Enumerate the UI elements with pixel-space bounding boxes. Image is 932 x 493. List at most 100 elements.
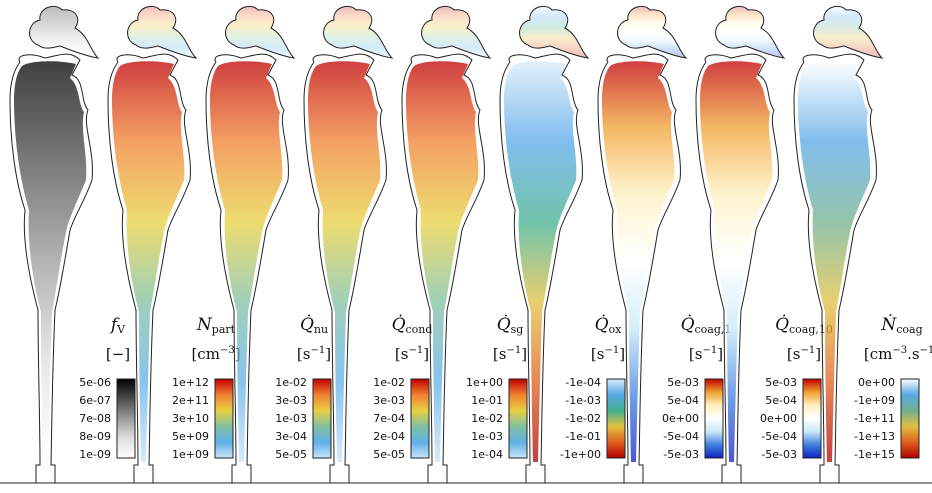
- colorbar-tick-label: -1e+15: [854, 448, 895, 461]
- subscript: coag: [896, 323, 922, 336]
- symbol: Q̇: [392, 314, 406, 334]
- flame-field: [700, 61, 773, 462]
- colorbar-tick-label: -5e-04: [663, 430, 699, 443]
- colorbar-tick-label: -1e+00: [560, 448, 601, 461]
- colorbar-tick-label: -1e-04: [565, 376, 601, 389]
- chamber-field: [519, 6, 588, 58]
- chamber-field: [421, 6, 490, 58]
- colorbar-tick-label: 2e-04: [373, 430, 405, 443]
- colorbar: [704, 378, 724, 459]
- colorbar-tick-label: 5e-05: [275, 448, 307, 461]
- unit-text: ]: [423, 345, 429, 363]
- colorbar-tick-label: 1e+12: [172, 376, 209, 389]
- colorbar-tick-label: 2e+11: [172, 394, 209, 407]
- chamber-field: [127, 6, 196, 58]
- chamber-outline: [617, 5, 688, 59]
- colorbar-tick-label: 1e-02: [471, 412, 503, 425]
- chamber-field: [617, 6, 686, 58]
- colorbar-tick-label: 6e-07: [79, 394, 111, 407]
- colorbar-tick-label: 1e-02: [373, 376, 405, 389]
- panel: Q̇coag,10[s−1]5e-035e-040e+00-5e-04-5e-0…: [695, 5, 833, 483]
- colorbar-tick-label: 5e-05: [373, 448, 405, 461]
- colorbar-tick-label: -5e-03: [761, 448, 797, 461]
- quantity-label: Q̇coag,1: [681, 314, 732, 336]
- subscript: nu: [314, 323, 328, 336]
- colorbar: [900, 378, 920, 459]
- unit-label: [s−1]: [689, 345, 723, 364]
- subscript: part: [212, 323, 236, 336]
- chamber-outline: [813, 5, 884, 59]
- chamber-outline: [127, 5, 198, 59]
- colorbar-tick-label: 1e+09: [172, 448, 209, 461]
- quantity-label: Npart: [196, 315, 236, 337]
- colorbar-tick-label: 3e-04: [275, 430, 307, 443]
- unit-label: [cm−3]: [191, 345, 240, 364]
- colorbar: [312, 378, 332, 459]
- quantity-label: fV: [109, 315, 126, 337]
- colorbar-tick-label: -1e+11: [854, 412, 895, 425]
- colorbar: [214, 378, 234, 459]
- colorbar-tick-label: -1e-02: [565, 412, 601, 425]
- quantity-label: Ṅcoag: [880, 314, 922, 337]
- unit-sup: −1: [604, 345, 619, 356]
- unit-sup: −1: [310, 345, 325, 356]
- symbol: Q̇: [497, 314, 511, 334]
- flame-field: [504, 61, 577, 462]
- unit-text: [cm: [864, 345, 892, 363]
- unit-text: ]: [717, 345, 723, 363]
- colorbar-tick-label: 3e-03: [373, 394, 405, 407]
- subscript: coag,1: [695, 323, 732, 336]
- burner-outline: [597, 53, 681, 483]
- flame-field: [406, 61, 479, 462]
- colorbar: [508, 378, 528, 459]
- symbol: Q̇: [300, 314, 314, 334]
- symbol: Q̇: [681, 314, 695, 334]
- flame-field: [602, 61, 675, 462]
- unit-label: [cm−3.s−1]: [864, 345, 932, 364]
- chamber-outline: [715, 5, 786, 59]
- burner-outline: [499, 53, 583, 483]
- colorbar: [116, 378, 136, 459]
- chamber-field: [29, 6, 99, 58]
- chamber-field: [225, 6, 294, 58]
- unit-text: [s: [395, 345, 409, 363]
- unit-text: [s: [493, 345, 507, 363]
- unit-text: ]: [619, 345, 625, 363]
- quantity-label: Q̇nu: [300, 314, 328, 336]
- colorbar-tick-label: 3e+10: [172, 412, 209, 425]
- symbol: Ṅ: [880, 314, 897, 335]
- unit-text: [s: [689, 345, 703, 363]
- burner-outline: [9, 53, 93, 483]
- panel: Q̇ox[s−1]-1e-04-1e-03-1e-02-1e-01-1e+00: [499, 5, 626, 483]
- unit-label: [s−1]: [591, 345, 625, 364]
- colorbar-tick-label: 1e-04: [471, 448, 503, 461]
- panel: fV [−] 5e-06 6e-07 7e-08 8e-09 1e-09: [9, 5, 136, 483]
- unit-text: .s: [907, 345, 919, 363]
- unit-text: [s: [591, 345, 605, 363]
- colorbar-tick-label: 1e-01: [471, 394, 503, 407]
- colorbar-tick-label: 0e+00: [662, 412, 699, 425]
- burner-outline: [107, 53, 191, 483]
- chamber-outline: [323, 5, 394, 59]
- unit-sup: −1: [408, 345, 423, 356]
- symbol: Q̇: [595, 314, 609, 334]
- colorbar-tick-label: 5e-06: [79, 376, 111, 389]
- quantity-label: Q̇coag,10: [775, 314, 833, 336]
- colorbar: [802, 378, 822, 459]
- unit-sup: −1: [702, 345, 717, 356]
- colorbar-tick-label: 7e-04: [373, 412, 405, 425]
- colorbar: [606, 378, 626, 459]
- unit-text: [cm: [191, 345, 219, 363]
- subscript: cond: [406, 323, 433, 336]
- subscript: sg: [511, 323, 524, 336]
- colorbar-tick-label: 3e-03: [275, 394, 307, 407]
- colorbar-tick-label: -5e-04: [761, 430, 797, 443]
- colorbar-tick-label: 5e-03: [667, 376, 699, 389]
- unit-label: [−]: [106, 345, 130, 363]
- flame-field: [798, 61, 871, 462]
- flame-field: [308, 61, 381, 462]
- symbol: f: [109, 315, 120, 335]
